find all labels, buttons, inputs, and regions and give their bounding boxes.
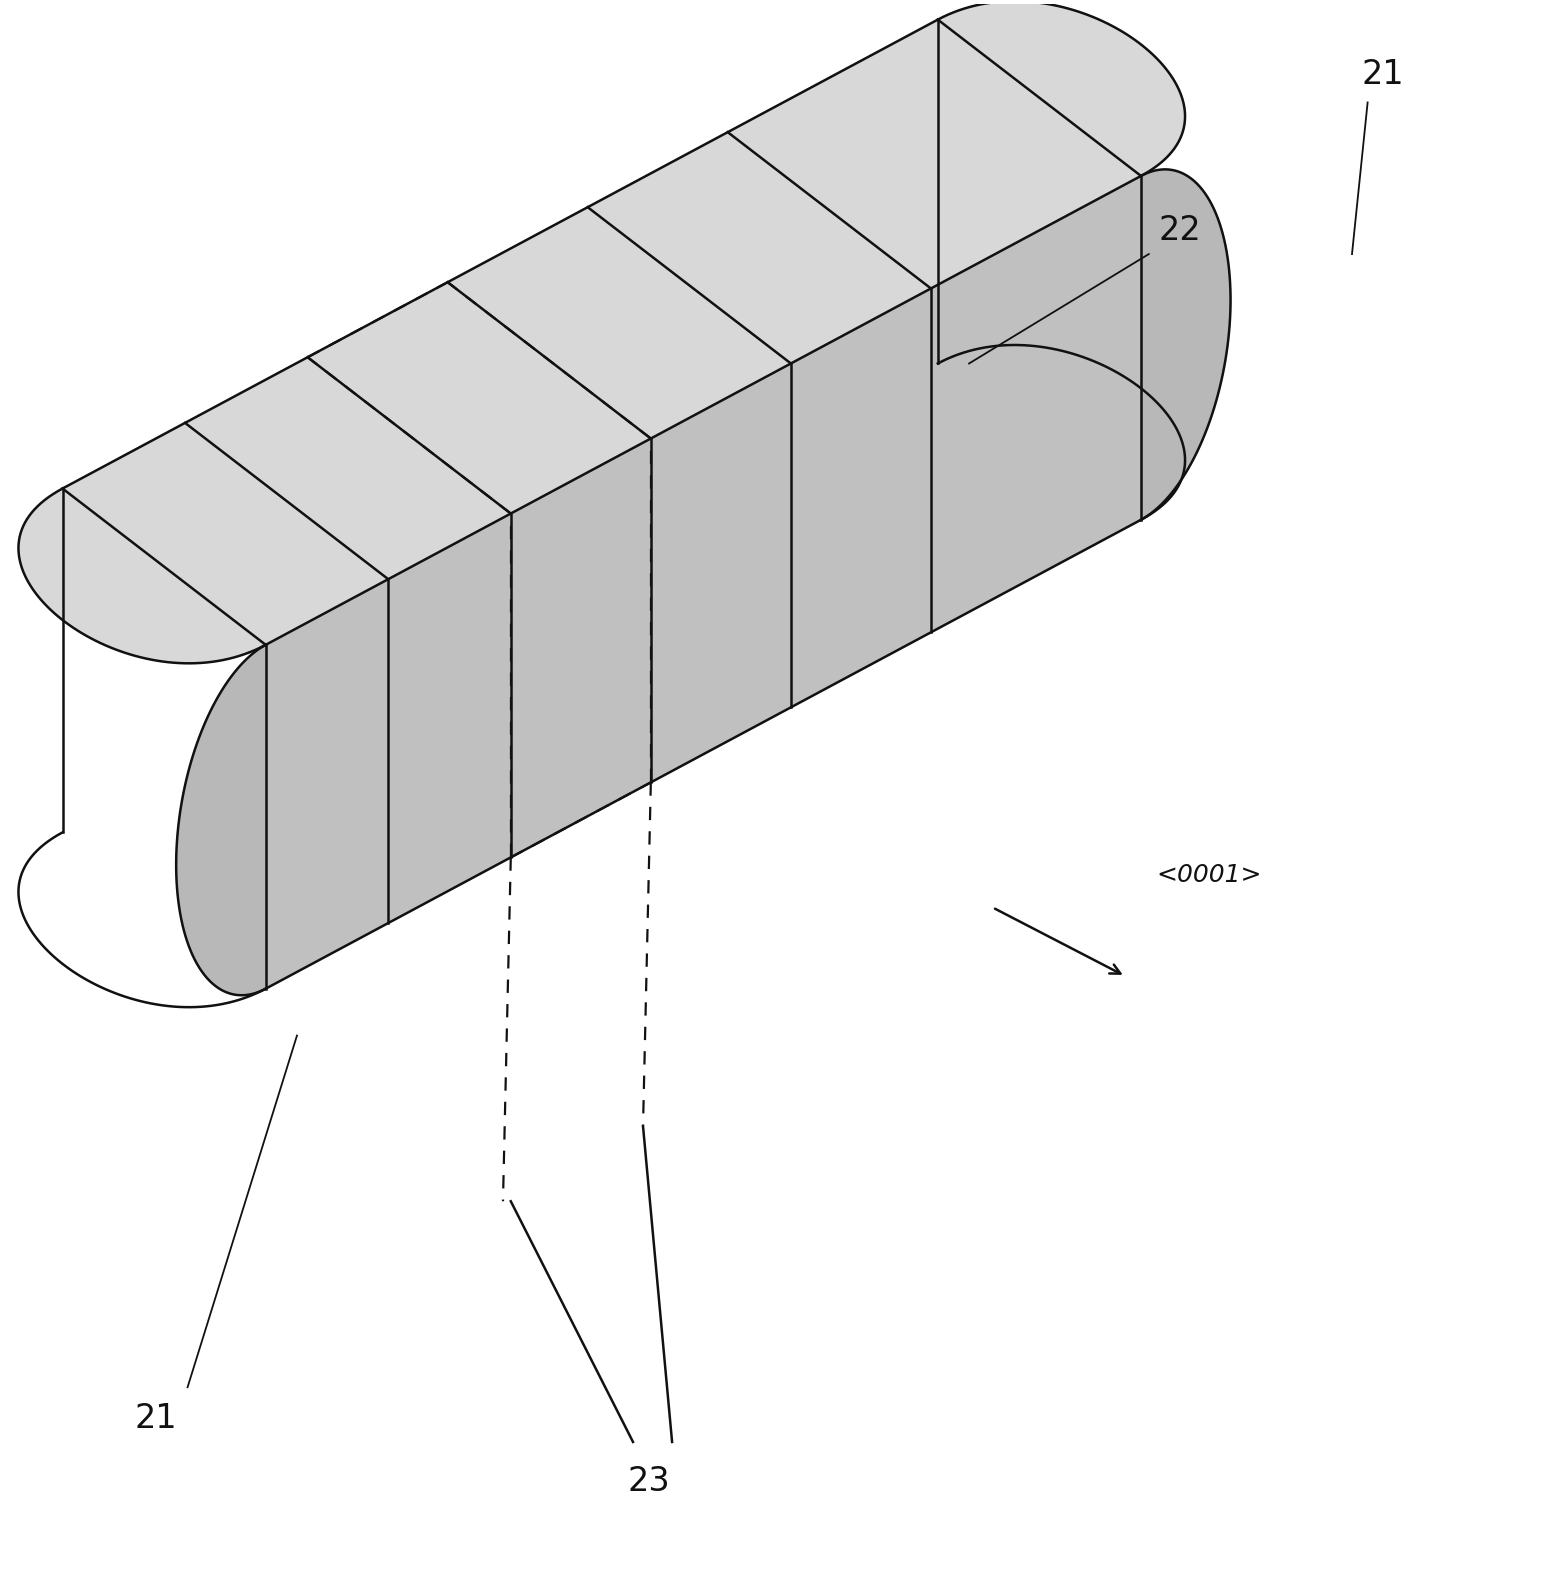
Polygon shape [19,489,266,663]
Text: 21: 21 [1361,58,1405,91]
Polygon shape [938,2,1185,176]
Polygon shape [177,644,266,996]
Text: 22: 22 [1158,214,1202,247]
Polygon shape [1141,170,1230,520]
Text: 21: 21 [134,1401,178,1434]
Text: <0001>: <0001> [1157,862,1261,886]
Text: 23: 23 [627,1464,671,1497]
Polygon shape [63,19,1141,644]
Polygon shape [266,176,1141,988]
